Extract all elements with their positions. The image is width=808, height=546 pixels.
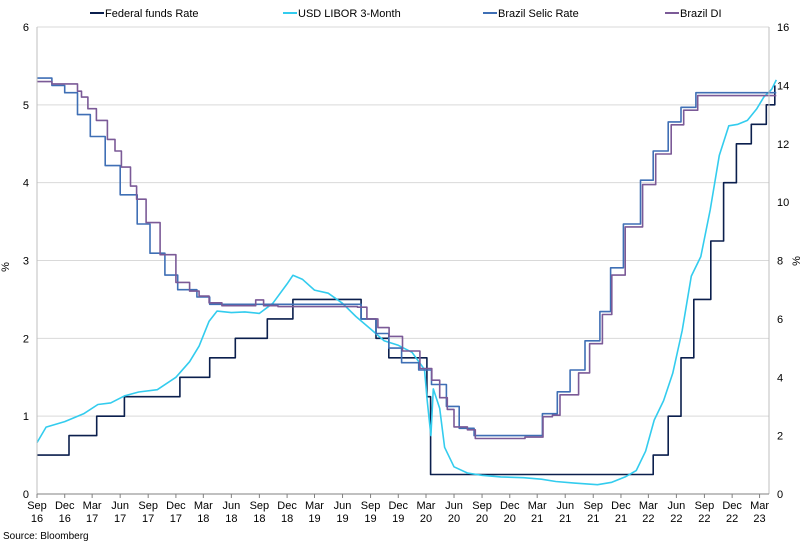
x-tick-label-year-15: 20 — [448, 513, 460, 525]
y-right-tick-label-1: 2 — [777, 431, 783, 443]
x-tick-label-month-9: Dec — [277, 500, 297, 512]
x-tick-label-year-11: 19 — [336, 513, 348, 525]
x-tick-label-year-13: 19 — [392, 513, 404, 525]
x-tick-label-month-17: Dec — [500, 500, 520, 512]
x-tick-label-year-3: 17 — [114, 513, 126, 525]
x-tick-label-year-23: 22 — [670, 513, 682, 525]
x-tick-label-month-22: Mar — [639, 500, 658, 512]
series-line-brazil-selic-rate — [37, 77, 777, 437]
x-tick-label-month-14: Mar — [417, 500, 436, 512]
x-tick-label-month-12: Sep — [361, 500, 381, 512]
x-tick-label-year-20: 21 — [587, 513, 599, 525]
source-note: Source: Bloomberg — [3, 531, 89, 542]
x-tick-label-year-26: 23 — [753, 513, 765, 525]
x-tick-label-month-23: Jun — [668, 500, 686, 512]
y-right-tick-label-4: 8 — [777, 256, 783, 268]
y-right-tick-label-2: 4 — [777, 372, 783, 384]
y-left-tick-label-0: 0 — [23, 489, 29, 501]
x-tick-label-year-8: 18 — [253, 513, 265, 525]
legend-label-brazil-di: Brazil DI — [680, 8, 722, 20]
y-left-tick-label-4: 4 — [23, 178, 29, 190]
series-line-usd-libor-3-month — [36, 79, 778, 486]
x-tick-label-month-15: Jun — [445, 500, 463, 512]
x-tick-label-year-7: 18 — [225, 513, 237, 525]
x-tick-label-month-18: Mar — [528, 500, 547, 512]
plot-area — [36, 77, 778, 486]
axes: 01234560246810121416Sep16Dec16Mar17Jun17… — [23, 22, 789, 525]
y-left-tick-label-1: 1 — [23, 411, 29, 423]
x-tick-label-year-6: 18 — [197, 513, 209, 525]
x-tick-label-year-19: 21 — [559, 513, 571, 525]
y-right-tick-label-6: 12 — [777, 139, 789, 151]
x-tick-label-month-6: Mar — [194, 500, 213, 512]
y-left-tick-label-5: 5 — [23, 100, 29, 112]
y-right-tick-label-0: 0 — [777, 489, 783, 501]
x-tick-label-month-13: Dec — [388, 500, 408, 512]
y-right-tick-label-7: 14 — [777, 80, 789, 92]
x-tick-label-year-22: 22 — [642, 513, 654, 525]
x-tick-label-month-20: Sep — [583, 500, 603, 512]
x-tick-label-month-8: Sep — [250, 500, 270, 512]
x-tick-label-month-24: Sep — [695, 500, 715, 512]
legend-label-brazil-selic-rate: Brazil Selic Rate — [498, 8, 579, 20]
x-tick-label-year-25: 22 — [726, 513, 738, 525]
y-left-tick-label-3: 3 — [23, 256, 29, 268]
x-tick-label-year-0: 16 — [31, 513, 43, 525]
x-tick-label-month-4: Sep — [138, 500, 158, 512]
x-tick-label-year-16: 20 — [476, 513, 488, 525]
x-tick-label-month-5: Dec — [166, 500, 186, 512]
x-tick-label-month-1: Dec — [55, 500, 75, 512]
x-tick-label-month-0: Sep — [27, 500, 47, 512]
x-tick-label-month-25: Dec — [722, 500, 742, 512]
x-tick-label-year-17: 20 — [504, 513, 516, 525]
x-tick-label-month-19: Jun — [556, 500, 574, 512]
series-line-brazil-di — [37, 80, 777, 440]
x-tick-label-month-26: Mar — [750, 500, 769, 512]
y-axis-left-label: % — [0, 262, 12, 272]
x-tick-label-year-18: 21 — [531, 513, 543, 525]
x-tick-label-year-14: 20 — [420, 513, 432, 525]
x-tick-label-year-2: 17 — [86, 513, 98, 525]
y-left-tick-label-6: 6 — [23, 22, 29, 34]
y-left-tick-label-2: 2 — [23, 333, 29, 345]
y-axis-right-label: % — [791, 256, 803, 266]
x-tick-label-month-2: Mar — [83, 500, 102, 512]
series-line-federal-funds-rate — [37, 85, 776, 476]
x-tick-label-month-7: Jun — [222, 500, 240, 512]
x-tick-label-month-10: Mar — [305, 500, 324, 512]
legend-label-usd-libor-3-month: USD LIBOR 3-Month — [298, 8, 401, 20]
x-tick-label-month-11: Jun — [334, 500, 352, 512]
y-right-tick-label-8: 16 — [777, 22, 789, 34]
x-tick-label-year-4: 17 — [142, 513, 154, 525]
x-tick-label-year-12: 19 — [364, 513, 376, 525]
x-tick-label-month-21: Dec — [611, 500, 631, 512]
x-tick-label-year-5: 17 — [170, 513, 182, 525]
legend: Federal funds Rate USD LIBOR 3-Month Brazi… — [90, 8, 722, 20]
x-tick-label-month-3: Jun — [111, 500, 129, 512]
x-tick-label-year-24: 22 — [698, 513, 710, 525]
x-tick-label-year-1: 16 — [59, 513, 71, 525]
y-right-tick-label-3: 6 — [777, 314, 783, 326]
y-right-tick-label-5: 10 — [777, 197, 789, 209]
x-tick-label-year-9: 18 — [281, 513, 293, 525]
x-tick-label-year-21: 21 — [615, 513, 627, 525]
x-tick-label-year-10: 19 — [308, 513, 320, 525]
x-tick-label-month-16: Sep — [472, 500, 492, 512]
legend-label-federal-funds-rate: Federal funds Rate — [105, 8, 199, 20]
